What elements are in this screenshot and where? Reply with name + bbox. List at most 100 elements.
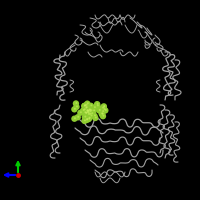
Circle shape [87,110,89,112]
Circle shape [102,115,104,117]
Circle shape [92,115,99,121]
Circle shape [94,114,96,116]
Circle shape [80,111,82,113]
Circle shape [101,112,103,114]
Circle shape [88,113,94,119]
Circle shape [99,109,101,111]
Circle shape [77,116,79,118]
Circle shape [91,114,93,116]
Circle shape [99,105,106,111]
Circle shape [89,110,91,112]
Circle shape [89,108,91,110]
Circle shape [84,105,86,107]
Circle shape [90,104,92,106]
Circle shape [87,109,89,111]
Circle shape [91,104,98,111]
Circle shape [84,116,90,123]
Circle shape [88,107,94,114]
Circle shape [88,103,94,109]
Circle shape [81,103,88,109]
Circle shape [99,111,105,117]
Circle shape [88,113,90,115]
Circle shape [84,104,86,106]
Circle shape [102,107,104,109]
Circle shape [73,100,79,107]
Circle shape [86,107,93,114]
Circle shape [85,116,92,122]
Circle shape [88,110,90,112]
Circle shape [91,112,93,114]
Circle shape [98,111,105,117]
Circle shape [85,110,91,116]
Circle shape [87,111,93,118]
Circle shape [102,113,104,115]
Circle shape [89,113,91,115]
Circle shape [96,107,102,114]
Circle shape [77,110,84,116]
Circle shape [83,117,90,123]
Circle shape [75,102,77,104]
Circle shape [84,119,86,121]
Circle shape [89,117,91,119]
Circle shape [73,104,80,110]
Circle shape [100,104,107,110]
Circle shape [71,116,78,122]
Circle shape [83,109,85,111]
Circle shape [84,108,91,114]
Circle shape [94,101,100,107]
Circle shape [87,109,93,115]
Circle shape [99,108,106,115]
Circle shape [83,104,89,111]
Circle shape [84,109,91,116]
Circle shape [102,107,109,114]
Circle shape [103,108,105,110]
Circle shape [82,103,88,109]
Circle shape [95,116,97,118]
Circle shape [89,109,91,111]
Circle shape [105,109,107,111]
Circle shape [74,108,76,110]
Circle shape [85,107,87,109]
Circle shape [97,104,99,106]
Circle shape [84,116,86,118]
Circle shape [85,111,92,118]
Circle shape [89,111,95,117]
Circle shape [86,112,88,114]
Circle shape [88,111,90,113]
Circle shape [87,102,89,104]
Circle shape [103,105,105,107]
Circle shape [74,117,76,119]
Circle shape [80,107,86,114]
Circle shape [94,103,101,109]
Circle shape [86,118,88,120]
Circle shape [93,109,95,111]
Circle shape [101,106,107,113]
Circle shape [84,100,91,107]
Circle shape [85,112,87,114]
Circle shape [87,111,89,113]
Circle shape [82,110,89,117]
Circle shape [75,114,81,120]
Circle shape [86,104,88,106]
Circle shape [86,107,93,113]
Circle shape [83,105,89,111]
Circle shape [84,108,86,110]
Circle shape [81,103,88,109]
Circle shape [86,115,92,121]
Circle shape [76,105,78,107]
Circle shape [90,109,92,111]
Circle shape [85,108,91,114]
Circle shape [102,110,104,112]
Circle shape [97,103,99,105]
Circle shape [88,118,90,120]
Circle shape [90,108,97,114]
Circle shape [81,118,88,124]
Circle shape [94,106,96,108]
Circle shape [82,114,88,120]
Circle shape [100,113,106,119]
Circle shape [83,108,90,114]
Circle shape [83,110,89,116]
Circle shape [81,107,87,113]
Circle shape [86,106,88,108]
Circle shape [84,108,91,115]
